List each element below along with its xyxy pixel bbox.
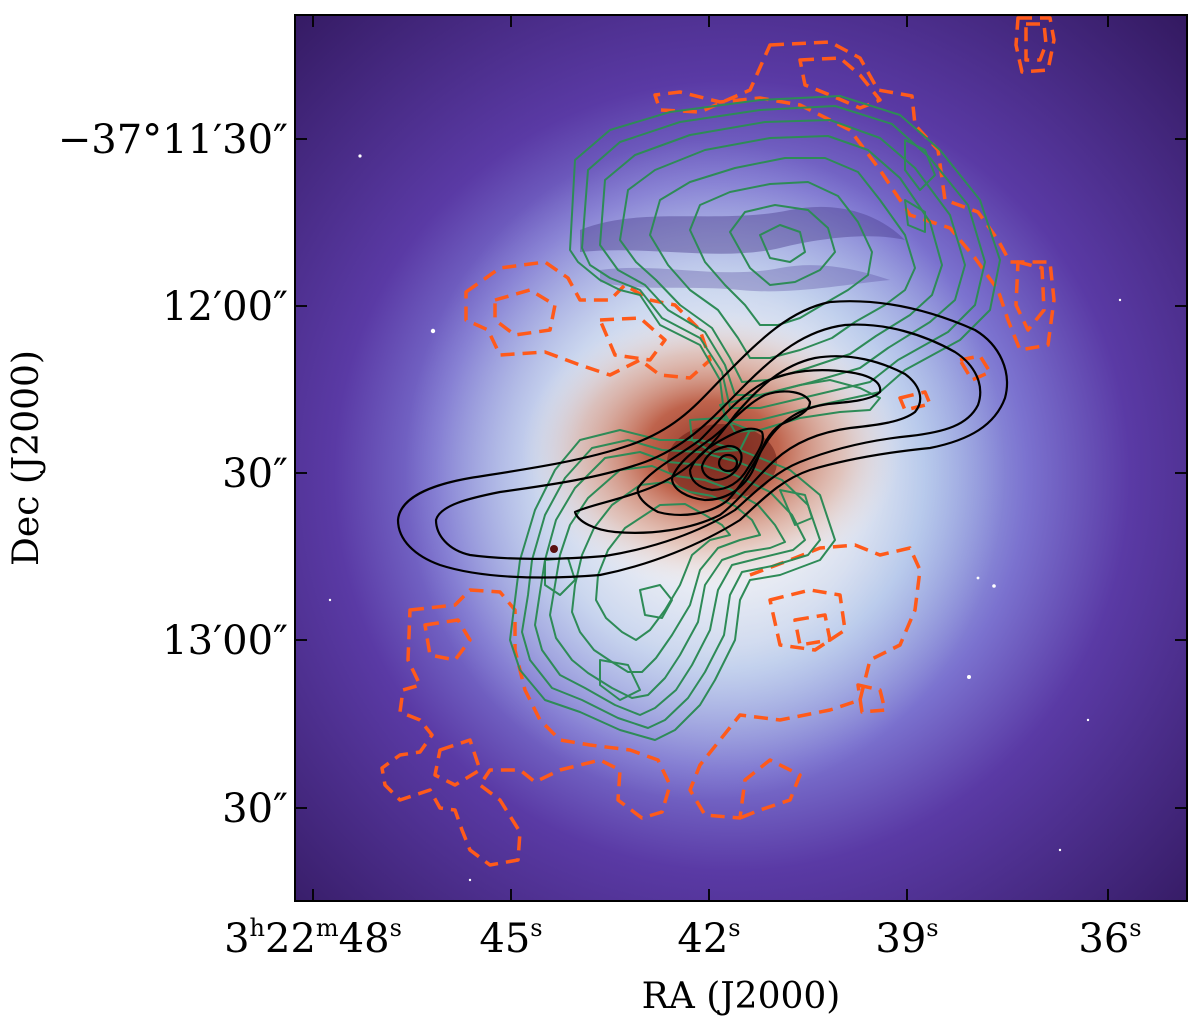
y-tick-label-0: −37°11′30″: [58, 117, 288, 163]
dark-point-source: [550, 545, 558, 553]
y-tick-label-3: 13′00″: [162, 618, 288, 664]
x-tick-label-4: 36s: [1078, 914, 1141, 962]
tick-marks: [295, 15, 1187, 901]
y-axis-title: Dec (J2000): [6, 350, 47, 566]
black-contours: [396, 300, 1009, 579]
orange-dashed-contours: [380, 16, 1056, 867]
green-contours: [509, 95, 1001, 741]
y-tick-label-4: 30″: [222, 786, 288, 832]
y-tick-label-1: 12′00″: [162, 284, 288, 330]
x-tick-label-3: 39s: [875, 914, 938, 962]
plot-frame: [294, 14, 1188, 902]
x-tick-label-0: 3h22m48s: [224, 914, 402, 962]
x-tick-label-1: 45s: [479, 914, 542, 962]
y-tick-label-2: 30″: [222, 451, 288, 497]
x-tick-label-2: 42s: [677, 914, 740, 962]
x-axis-title: RA (J2000): [642, 976, 841, 1017]
star-sources: [328, 154, 1122, 882]
astronomical-image: [295, 15, 1187, 901]
